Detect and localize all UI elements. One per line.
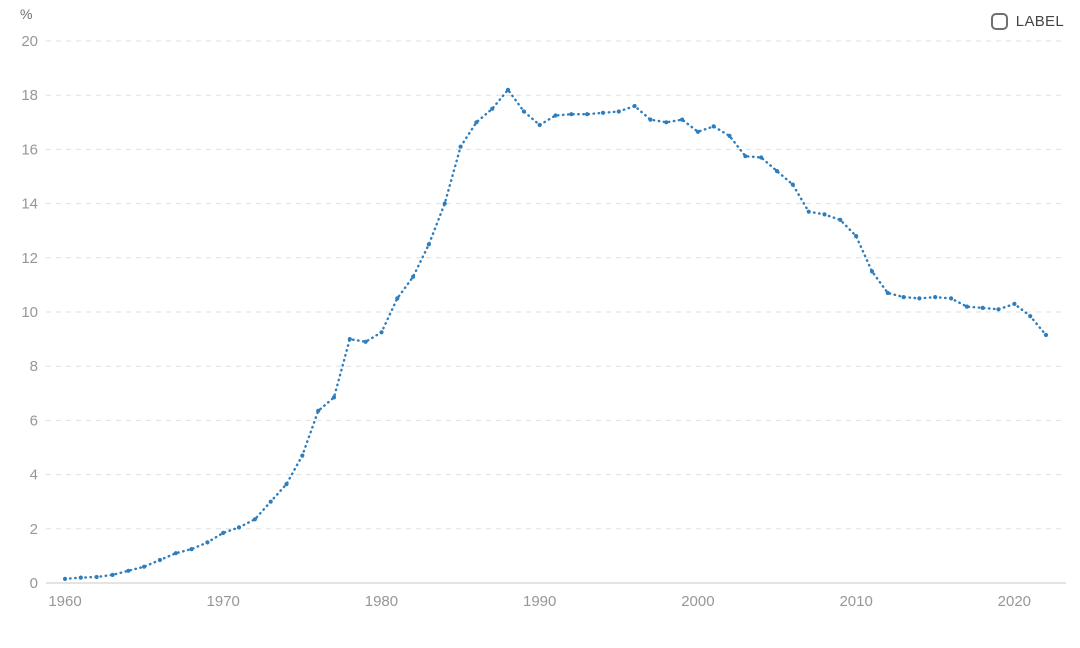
data-point [933,295,938,300]
data-point [759,155,764,160]
data-point [996,307,1001,312]
y-tick-label: 18 [21,87,38,104]
data-point [1028,314,1033,319]
data-point [331,395,337,400]
data-point [411,274,416,279]
data-point [616,109,621,114]
y-tick-label: 2 [30,521,38,538]
data-point [806,209,811,214]
x-tick-label: 1960 [48,593,81,610]
data-point [774,169,780,174]
y-tick-label: 12 [21,250,38,267]
y-tick-label: 6 [30,412,38,429]
y-tick-label: 8 [30,358,38,375]
x-tick-label: 2000 [681,593,714,610]
data-point [173,551,178,556]
data-point [458,144,463,149]
data-point [727,133,732,138]
data-point [537,122,542,128]
data-point [379,330,384,335]
data-point [664,120,669,125]
data-point [252,517,257,522]
data-point [569,112,574,117]
data-point [395,296,400,301]
data-point [316,408,321,413]
data-point [743,154,748,159]
data-point [490,106,495,111]
data-point [126,568,131,573]
data-point [964,304,970,309]
y-tick-label: 20 [21,33,38,50]
data-point [901,295,906,300]
y-tick-label: 10 [21,304,38,321]
x-tick-label: 1970 [207,593,240,610]
y-tick-label: 14 [21,196,38,213]
data-point [505,87,511,92]
data-point [221,530,226,536]
legend[interactable]: LABEL [990,13,1064,30]
x-tick-label: 2020 [998,593,1031,610]
data-point [885,290,890,296]
y-tick-label: 0 [30,575,38,592]
data-point [78,575,83,580]
data-point [62,576,68,582]
data-point [110,572,115,578]
data-point [648,117,653,122]
data-point [838,217,843,222]
data-point [284,482,289,487]
data-point [917,296,922,301]
data-point [94,574,99,580]
data-point [680,117,685,122]
data-point [236,525,242,530]
data-point [363,339,368,344]
data-point [189,547,194,552]
x-tick-label: 1980 [365,593,398,610]
data-point [822,212,827,217]
y-tick-label: 4 [30,467,38,484]
x-tick-label: 1990 [523,593,556,610]
x-tick-label: 2010 [839,593,872,610]
y-axis-unit: % [20,6,33,22]
data-point [695,129,701,134]
y-tick-label: 16 [21,141,38,158]
data-point [1012,301,1017,306]
data-point [869,269,875,274]
data-point [205,540,210,545]
data-point [790,182,795,187]
data-point [553,113,558,118]
legend-label: LABEL [1015,13,1064,30]
data-point [585,112,590,117]
data-point [300,453,305,458]
data-point [442,201,447,206]
data-point [980,305,985,310]
data-point [632,103,637,109]
data-point [157,557,162,563]
data-point [600,110,606,115]
data-point [142,564,147,569]
data-point [949,296,954,301]
series-line [63,87,1048,581]
data-point [1043,332,1049,338]
data-point [854,234,859,239]
data-point [474,120,479,125]
legend-checkbox-icon[interactable] [990,13,1008,30]
data-point [521,109,527,114]
data-point [347,337,352,342]
data-point [268,499,273,504]
data-point [711,124,716,129]
data-point [426,242,431,247]
